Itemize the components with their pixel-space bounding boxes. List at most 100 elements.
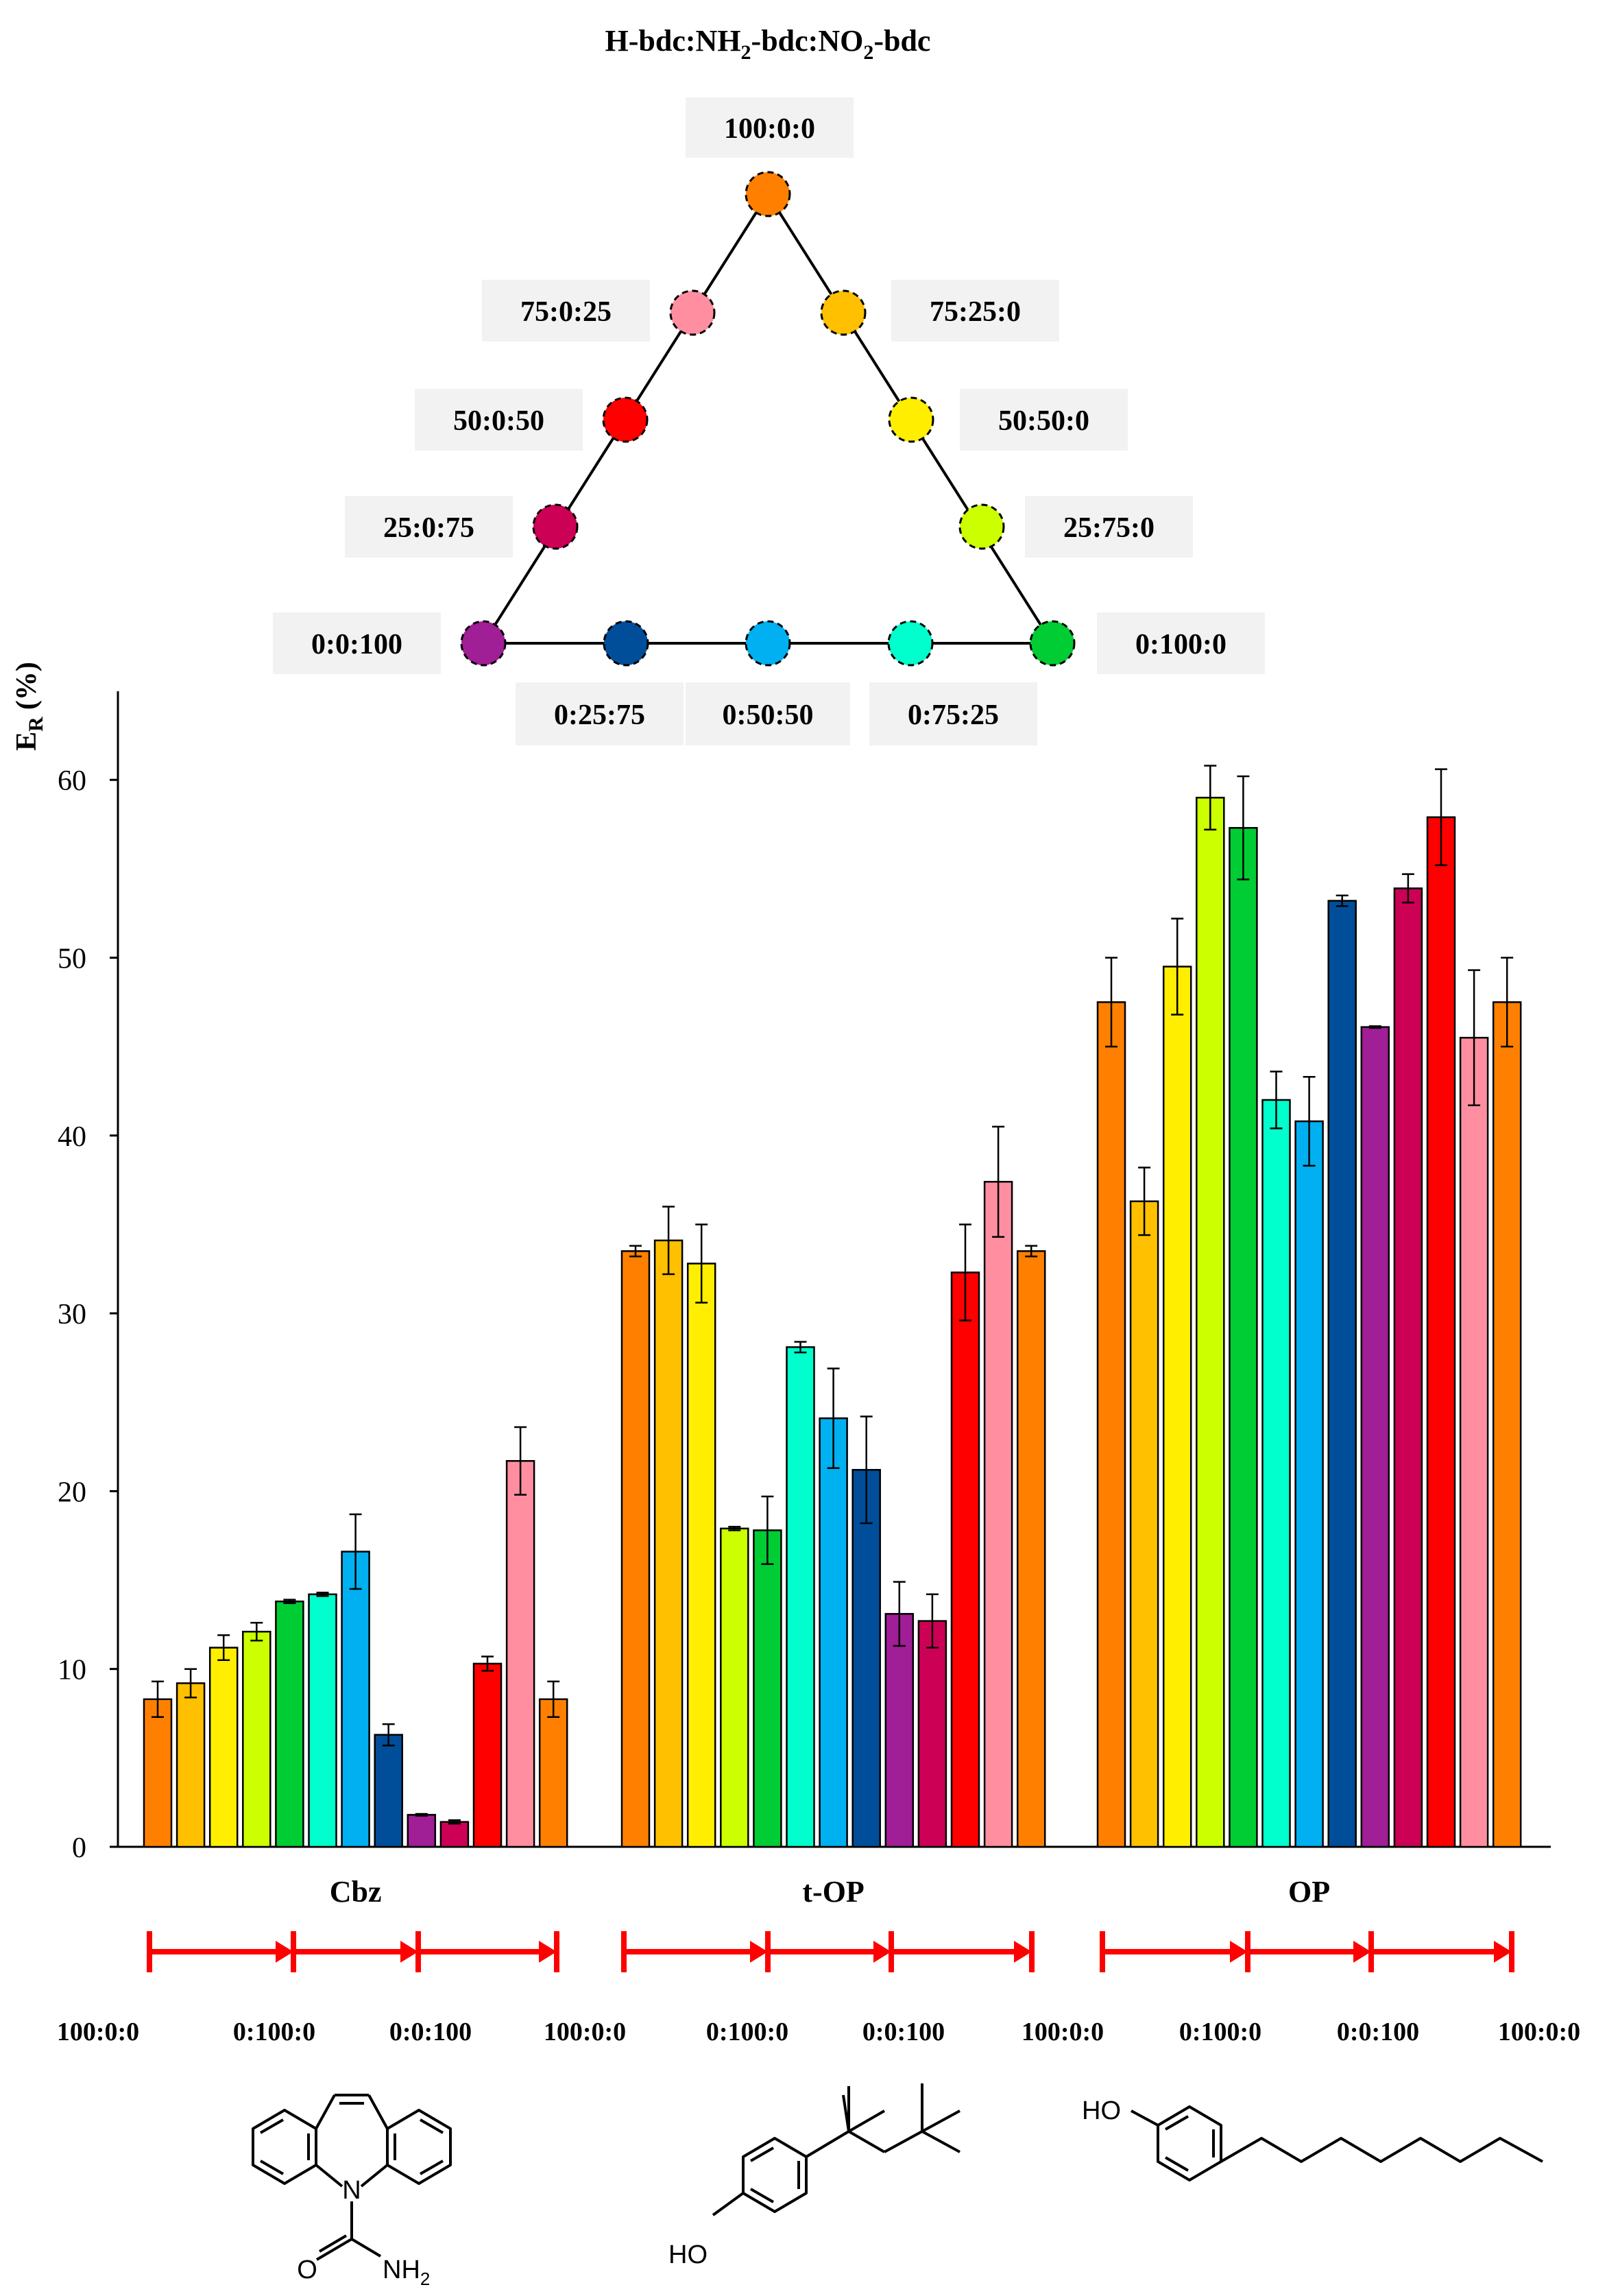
triangle-node-label: 50:50:0 — [998, 405, 1089, 437]
error-bar — [893, 1581, 906, 1647]
top-atom-ho: HO — [668, 2240, 708, 2269]
bar — [1327, 900, 1357, 1848]
bar — [538, 1698, 568, 1848]
carbamazepine-structure — [252, 2094, 452, 2261]
error-bar — [1138, 1167, 1151, 1236]
error-bar — [1336, 894, 1349, 907]
triangle-label-box — [415, 389, 583, 451]
bar — [884, 1613, 915, 1848]
bar — [620, 1250, 651, 1848]
bar — [242, 1630, 271, 1848]
bar — [786, 1346, 815, 1848]
arrow-head — [539, 1941, 557, 1963]
bar — [1261, 1099, 1291, 1848]
error-bar — [1303, 1075, 1316, 1167]
op-atom-ho: HO — [1082, 2096, 1121, 2125]
group-label: OP — [1288, 1875, 1330, 1909]
triangle-node-label: 0:100:0 — [1135, 629, 1227, 660]
error-bar — [448, 1819, 461, 1825]
cbz-amine: NH2 — [383, 2256, 430, 2289]
bar — [1016, 1250, 1046, 1848]
error-bar — [827, 1367, 840, 1469]
bar — [407, 1814, 437, 1848]
y-tick-label: 0 — [72, 1832, 86, 1864]
y-axis-label: ER(%) — [11, 662, 47, 751]
arrow-label: 0:100:0 — [706, 2018, 788, 2046]
group-label: t-OP — [802, 1875, 864, 1909]
triangle-label-box — [345, 496, 513, 558]
error-bar — [514, 1426, 527, 1496]
error-bar — [1105, 957, 1117, 1048]
error-bar — [926, 1593, 939, 1649]
bar — [176, 1682, 206, 1848]
error-bar — [1468, 969, 1481, 1106]
arrow-head — [750, 1941, 768, 1963]
triangle-node-label: 75:25:0 — [930, 296, 1021, 328]
bar — [917, 1620, 947, 1848]
triangle-node — [745, 171, 791, 217]
triangle-node — [602, 396, 649, 443]
bar — [1294, 1120, 1324, 1848]
error-bar — [959, 1223, 971, 1322]
error-bar — [1270, 1071, 1283, 1129]
bar — [1360, 1026, 1390, 1848]
group-label: Cbz — [330, 1875, 382, 1909]
bar — [851, 1469, 881, 1848]
error-bar — [250, 1622, 263, 1642]
error-bar — [728, 1526, 741, 1531]
arrow-label: 0:0:100 — [862, 2018, 945, 2046]
bar — [472, 1662, 503, 1848]
bar — [686, 1263, 716, 1848]
error-bar — [415, 1813, 428, 1817]
bar — [983, 1180, 1013, 1848]
arrow-label: 100:0:0 — [544, 2018, 626, 2046]
triangle-label-box — [273, 612, 441, 674]
arrow-label: 0:100:0 — [1179, 2018, 1261, 2046]
triangle-node-label: 0:75:25 — [908, 699, 999, 731]
bar — [308, 1593, 337, 1848]
bar — [439, 1821, 470, 1848]
triangle-node — [745, 620, 791, 667]
error-bar — [349, 1513, 362, 1590]
arrow-label: 100:0:0 — [1022, 2018, 1104, 2046]
arrow-head — [1014, 1941, 1032, 1963]
error-bar — [481, 1655, 494, 1672]
bar — [208, 1647, 239, 1848]
triangle-node — [460, 620, 507, 667]
error-bar — [184, 1668, 197, 1699]
bar — [1129, 1200, 1159, 1848]
triangle-node-label: 25:0:75 — [383, 512, 474, 544]
triangle-node — [887, 620, 934, 667]
error-bar — [1025, 1245, 1038, 1258]
triangle-node — [603, 620, 649, 667]
error-bar — [1501, 957, 1514, 1048]
triangle-label-box — [869, 682, 1037, 745]
triangle-label-box — [960, 389, 1128, 451]
y-tick-label: 50 — [58, 944, 86, 975]
error-bar — [761, 1495, 774, 1565]
bar — [1196, 796, 1225, 1848]
arrow-head — [1230, 1941, 1248, 1963]
bar — [653, 1239, 684, 1848]
triangle-node — [888, 396, 934, 443]
bar — [143, 1698, 173, 1848]
error-bar — [382, 1723, 395, 1747]
error-bar — [1435, 768, 1447, 866]
bar — [950, 1271, 980, 1848]
bar — [1096, 1001, 1126, 1848]
arrow-label: 100:0:0 — [1498, 2018, 1580, 2046]
y-tick-label: 40 — [58, 1121, 86, 1153]
error-bar — [794, 1341, 807, 1354]
error-bar — [152, 1680, 164, 1718]
arrow-label: 0:100:0 — [233, 2018, 315, 2046]
error-bar — [629, 1245, 642, 1258]
bar — [374, 1734, 403, 1848]
bar — [1492, 1001, 1522, 1848]
arrow-head — [1494, 1941, 1512, 1963]
error-bar — [1237, 775, 1250, 881]
error-bar — [316, 1591, 329, 1597]
arrow-label: 0:0:100 — [389, 2018, 472, 2046]
bar — [720, 1527, 749, 1848]
triangle-node-label: 0:0:100 — [311, 629, 402, 660]
arrow-head — [400, 1941, 418, 1963]
